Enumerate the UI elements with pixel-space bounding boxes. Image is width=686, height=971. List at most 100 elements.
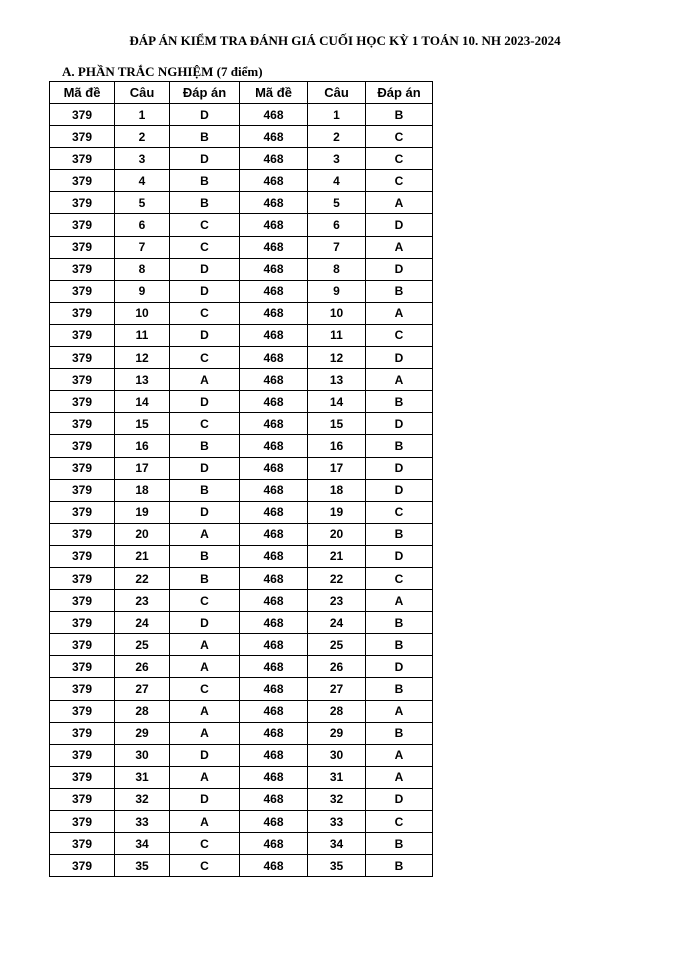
question-number-cell: 35 <box>114 854 170 878</box>
answer-cell: C <box>365 323 433 348</box>
answer-cell: A <box>169 655 240 679</box>
answer-cell: C <box>365 809 433 834</box>
answer-cell: C <box>169 589 240 613</box>
table-row: 379 5 B 468 5 A <box>49 191 433 215</box>
table-row: 379 9 D 468 9 B <box>49 279 433 303</box>
table-row: 379 18 B 468 18 D <box>49 478 433 502</box>
question-number-cell: 26 <box>114 655 170 679</box>
exam-code-cell: 379 <box>49 102 115 127</box>
answer-cell: C <box>169 301 240 325</box>
answer-cell: D <box>169 390 240 414</box>
question-number-cell: 3 <box>307 147 366 171</box>
question-number-cell: 7 <box>114 235 170 259</box>
exam-code-cell: 468 <box>239 390 308 414</box>
answer-cell: C <box>169 832 240 856</box>
question-number-cell: 25 <box>307 633 366 657</box>
answer-cell: C <box>169 213 240 237</box>
table-row: 379 6 C 468 6 D <box>49 213 433 237</box>
exam-code-cell: 468 <box>239 147 308 171</box>
answer-key-table: Mã đề Câu Đáp án Mã đề Câu Đáp án 379 1 D 4… <box>49 81 433 878</box>
answer-cell: C <box>365 147 433 171</box>
answer-cell: D <box>169 102 240 127</box>
header-answer: Đáp án <box>169 81 240 104</box>
answer-cell: B <box>365 832 433 856</box>
answer-cell: A <box>365 589 433 613</box>
question-number-cell: 24 <box>307 611 366 635</box>
exam-code-cell: 468 <box>239 102 308 127</box>
table-row: 379 24 D 468 24 B <box>49 611 433 635</box>
question-number-cell: 10 <box>307 301 366 325</box>
answer-cell: B <box>365 721 433 745</box>
exam-code-cell: 468 <box>239 279 308 303</box>
table-row: 379 28 A 468 28 A <box>49 699 433 723</box>
table-row: 379 2 B 468 2 C <box>49 125 433 149</box>
question-number-cell: 20 <box>114 522 170 546</box>
question-number-cell: 30 <box>114 743 170 767</box>
exam-code-cell: 468 <box>239 655 308 679</box>
answer-cell: B <box>169 125 240 149</box>
exam-code-cell: 468 <box>239 522 308 546</box>
answer-cell: D <box>169 147 240 171</box>
answer-cell: A <box>169 809 240 834</box>
question-number-cell: 27 <box>307 677 366 701</box>
table-row: 379 7 C 468 7 A <box>49 235 433 259</box>
exam-code-cell: 468 <box>239 566 308 591</box>
question-number-cell: 16 <box>114 434 170 458</box>
exam-code-cell: 468 <box>239 301 308 325</box>
question-number-cell: 2 <box>307 125 366 149</box>
answer-cell: D <box>169 456 240 480</box>
exam-code-cell: 379 <box>49 257 115 281</box>
table-row: 379 12 C 468 12 D <box>49 346 433 370</box>
answer-cell: B <box>365 390 433 414</box>
exam-code-cell: 379 <box>49 809 115 834</box>
answer-cell: A <box>365 235 433 259</box>
question-number-cell: 16 <box>307 434 366 458</box>
exam-code-cell: 379 <box>49 346 115 370</box>
answer-cell: B <box>365 633 433 657</box>
exam-code-cell: 379 <box>49 390 115 414</box>
question-number-cell: 5 <box>114 191 170 215</box>
question-number-cell: 17 <box>114 456 170 480</box>
question-number-cell: 33 <box>307 809 366 834</box>
exam-code-cell: 468 <box>239 500 308 524</box>
answer-cell: D <box>169 323 240 348</box>
table-row: 379 26 A 468 26 D <box>49 655 433 679</box>
header-exam-code: Mã đề <box>49 81 115 104</box>
question-number-cell: 34 <box>114 832 170 856</box>
question-number-cell: 13 <box>114 368 170 392</box>
answer-cell: D <box>365 257 433 281</box>
answer-cell: B <box>169 434 240 458</box>
header-answer: Đáp án <box>365 81 433 104</box>
table-row: 379 8 D 468 8 D <box>49 257 433 281</box>
answer-cell: B <box>365 611 433 635</box>
table-row: 379 15 C 468 15 D <box>49 412 433 436</box>
question-number-cell: 26 <box>307 655 366 679</box>
answer-cell: D <box>169 787 240 812</box>
exam-code-cell: 379 <box>49 213 115 237</box>
table-row: 379 11 D 468 11 C <box>49 323 433 348</box>
exam-code-cell: 379 <box>49 169 115 193</box>
question-number-cell: 11 <box>114 323 170 348</box>
exam-code-cell: 379 <box>49 191 115 215</box>
table-row: 379 21 B 468 21 D <box>49 544 433 568</box>
exam-code-cell: 379 <box>49 765 115 789</box>
answer-cell: D <box>365 213 433 237</box>
exam-code-cell: 468 <box>239 854 308 878</box>
table-row: 379 30 D 468 30 A <box>49 743 433 767</box>
answer-cell: D <box>365 412 433 436</box>
table-row: 379 32 D 468 32 D <box>49 787 433 812</box>
answer-cell: D <box>365 655 433 679</box>
answer-cell: A <box>169 368 240 392</box>
table-row: 379 20 A 468 20 B <box>49 522 433 546</box>
question-number-cell: 20 <box>307 522 366 546</box>
exam-code-cell: 468 <box>239 368 308 392</box>
table-row: 379 31 A 468 31 A <box>49 765 433 789</box>
question-number-cell: 18 <box>307 478 366 502</box>
question-number-cell: 13 <box>307 368 366 392</box>
exam-code-cell: 468 <box>239 787 308 812</box>
question-number-cell: 6 <box>114 213 170 237</box>
answer-cell: A <box>169 721 240 745</box>
exam-code-cell: 379 <box>49 633 115 657</box>
exam-code-cell: 379 <box>49 854 115 878</box>
question-number-cell: 8 <box>114 257 170 281</box>
